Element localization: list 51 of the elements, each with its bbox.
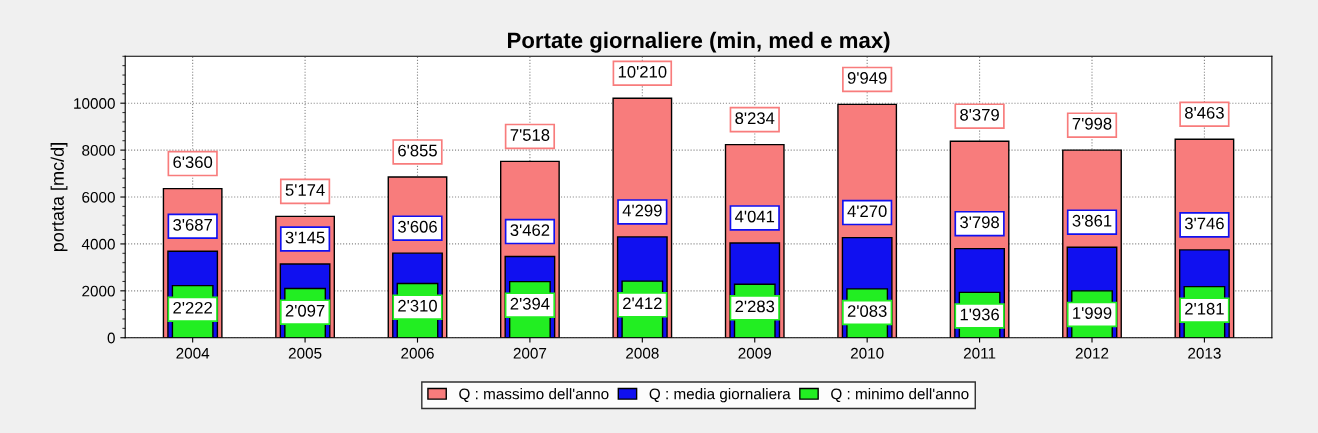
x-tick-label: 2011 (963, 347, 996, 359)
data-label: 7'518 (510, 129, 550, 141)
x-tick-label: 2004 (176, 347, 210, 359)
chart-title: Portate giornaliere (min, med e max) (508, 31, 890, 53)
y-axis-title: portata [mc/d] (50, 143, 68, 252)
data-label: 8'463 (1185, 106, 1224, 119)
x-tick-label: 2008 (626, 347, 659, 359)
data-label: 8'379 (960, 108, 999, 121)
data-label: 3'861 (1072, 214, 1112, 227)
y-tick-label: 8000 (82, 144, 115, 156)
data-label: 4'270 (847, 205, 887, 218)
data-label: 5'174 (285, 184, 325, 196)
y-tick-label: 10000 (74, 98, 115, 109)
data-label: 1'999 (1073, 307, 1112, 319)
data-label: 3'606 (398, 220, 437, 233)
data-label: 10'210 (618, 65, 667, 78)
data-label: 1'936 (960, 308, 999, 321)
data-label: 2'222 (173, 301, 212, 314)
data-label: 2'394 (510, 297, 550, 310)
data-label: 6'360 (173, 156, 213, 169)
x-tick-label: 2013 (1188, 347, 1221, 359)
data-label: 3'687 (173, 218, 212, 231)
data-label: 9'949 (847, 72, 887, 84)
y-tick-label: 6000 (82, 191, 115, 203)
data-label: 3'746 (1184, 217, 1224, 230)
y-tick-label: 0 (107, 332, 115, 344)
data-label: 2'310 (398, 299, 437, 312)
data-label: 2'181 (1185, 302, 1224, 315)
data-label: 3'462 (510, 224, 550, 237)
data-label: 2'283 (735, 300, 775, 313)
x-tick-label: 2007 (513, 347, 547, 359)
data-label: 2'412 (623, 297, 662, 310)
legend-label: Q : massimo dell'anno (459, 388, 609, 403)
data-label: 3'798 (960, 216, 999, 229)
legend-label: Q : media giornaliera (649, 388, 791, 403)
data-label: 8'234 (735, 112, 775, 125)
legend-label: Q : minimo dell'anno (831, 388, 969, 403)
y-tick-label: 4000 (81, 238, 115, 250)
data-label: 2'083 (847, 305, 887, 317)
x-tick-label: 2010 (850, 347, 884, 359)
x-tick-label: 2005 (288, 347, 322, 359)
x-tick-label: 2012 (1075, 347, 1109, 359)
data-label: 7'998 (1072, 117, 1112, 130)
x-tick-label: 2009 (738, 347, 772, 359)
y-tick-label: 2000 (82, 285, 115, 297)
data-label: 3'145 (285, 231, 325, 244)
data-label: 2'097 (285, 304, 325, 317)
data-label: 4'041 (735, 210, 775, 223)
data-label: 6'855 (398, 144, 437, 157)
x-tick-label: 2006 (401, 347, 434, 359)
data-label: 4'299 (622, 204, 662, 217)
